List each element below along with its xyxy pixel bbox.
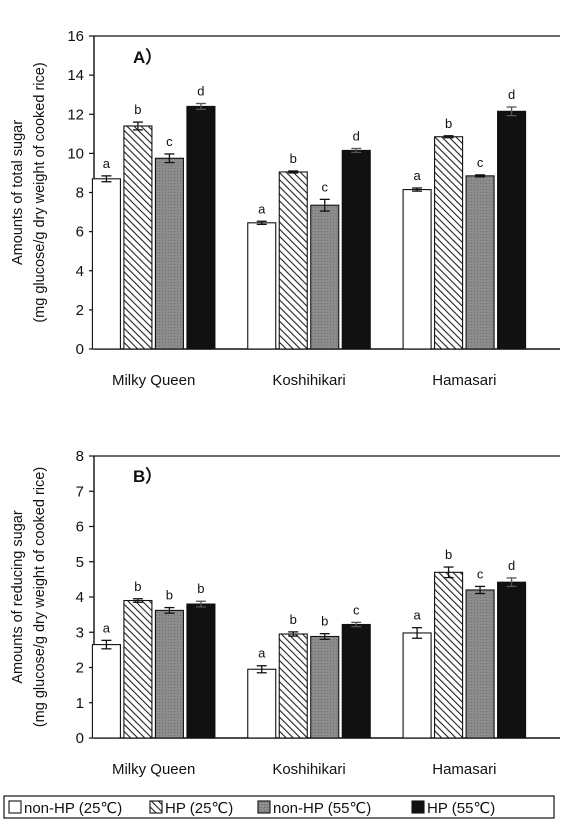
bar [402, 189, 432, 350]
y-axis-label: Amounts of total sugar [10, 120, 26, 265]
category-label: Hamasari [432, 761, 496, 778]
chart-panel-a: 0 2 4 6 8 10 12 14 16 Amounts of total sugar (mg g… [10, 28, 560, 389]
bar [186, 603, 216, 739]
bar [341, 149, 371, 350]
y-tick-label: 7 [76, 483, 84, 500]
y-tick-label: 3 [76, 624, 84, 641]
significance-label: a [258, 646, 266, 661]
y-tick-label: 5 [76, 554, 84, 571]
bar [402, 632, 432, 739]
y-tick-label: 10 [67, 145, 84, 162]
significance-label: b [134, 579, 141, 594]
significance-label: a [413, 168, 421, 183]
significance-label: b [134, 102, 141, 117]
bar [434, 571, 464, 739]
legend-label: non-HP (55℃) [273, 800, 371, 817]
significance-label: d [508, 87, 515, 102]
legend-swatch [8, 800, 22, 814]
bar [465, 175, 495, 350]
bar [91, 178, 121, 350]
y-tick-label: 16 [67, 28, 84, 45]
legend-label: HP (25℃) [165, 800, 233, 817]
chart-panel-b: 0 1 2 3 4 5 6 7 8 Amounts of reducing sugar (mg gl… [10, 448, 560, 778]
significance-label: c [477, 566, 484, 581]
y-tick-label: 6 [76, 224, 84, 241]
significance-label: a [258, 201, 266, 216]
y-axis-label-units: (mg glucose/g dry weight of cooked rice) [32, 467, 48, 727]
significance-label: d [508, 558, 515, 573]
y-tick-label: 4 [76, 263, 84, 280]
significance-label: d [197, 83, 204, 98]
category-label: Milky Queen [112, 372, 195, 389]
panel-label: A） [133, 47, 162, 67]
significance-label: b [445, 547, 452, 562]
legend-swatch [411, 800, 425, 814]
legend-label: HP (55℃) [427, 800, 495, 817]
bar [465, 589, 495, 739]
y-tick-label: 0 [76, 341, 84, 358]
category-label: Koshihikari [272, 761, 345, 778]
significance-label: c [477, 155, 484, 170]
significance-label: b [290, 612, 297, 627]
bar [497, 581, 527, 739]
bar [278, 633, 308, 739]
significance-label: b [445, 116, 452, 131]
legend: non-HP (25℃) HP (25℃) non-HP (55℃) HP (55℃) [3, 795, 555, 819]
bar [154, 609, 184, 739]
significance-label: c [322, 179, 329, 194]
bar [434, 136, 464, 350]
bar [186, 105, 216, 350]
bar [123, 125, 153, 350]
bar [341, 623, 371, 739]
bar [91, 644, 121, 739]
y-tick-label: 6 [76, 519, 84, 536]
significance-label: b [321, 614, 328, 629]
bar [123, 599, 153, 739]
y-tick-label: 2 [76, 660, 84, 677]
y-tick-label: 4 [76, 589, 84, 606]
significance-label: b [197, 581, 204, 596]
bar [247, 668, 277, 739]
significance-label: a [413, 608, 421, 623]
y-tick-label: 12 [67, 106, 84, 123]
bar [310, 204, 340, 350]
panel-label: B） [133, 466, 162, 486]
y-axis-label: Amounts of reducing sugar [10, 510, 26, 683]
category-label: Milky Queen [112, 761, 195, 778]
significance-label: a [103, 156, 111, 171]
category-label: Koshihikari [272, 372, 345, 389]
y-tick-label: 2 [76, 302, 84, 319]
significance-label: a [103, 620, 111, 635]
y-tick-label: 8 [76, 185, 84, 202]
y-tick-label: 0 [76, 730, 84, 747]
significance-label: c [353, 602, 360, 617]
y-tick-label: 8 [76, 448, 84, 465]
y-tick-label: 1 [76, 695, 84, 712]
significance-label: d [353, 128, 360, 143]
legend-swatch [149, 800, 163, 814]
bar [154, 157, 184, 350]
bar [278, 171, 308, 350]
bar [247, 222, 277, 350]
legend-swatch [257, 800, 271, 814]
bar [310, 635, 340, 739]
y-tick-label: 14 [67, 67, 84, 84]
significance-label: b [290, 151, 297, 166]
category-label: Hamasari [432, 372, 496, 389]
y-axis-label-units: (mg glucose/g dry weight of cooked rice) [32, 62, 48, 322]
bar [497, 110, 527, 350]
significance-label: b [166, 588, 173, 603]
legend-label: non-HP (25℃) [24, 800, 122, 817]
significance-label: c [166, 134, 173, 149]
